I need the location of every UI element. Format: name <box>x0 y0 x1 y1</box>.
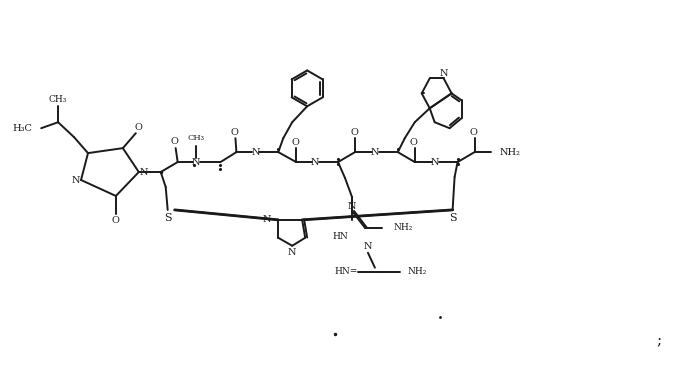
Text: N: N <box>348 203 356 211</box>
Text: O: O <box>410 138 417 147</box>
Text: N: N <box>439 69 448 78</box>
Text: N: N <box>251 147 260 157</box>
Text: O: O <box>135 123 142 132</box>
Text: O: O <box>470 128 477 137</box>
Text: N: N <box>72 176 80 185</box>
Text: NH₂: NH₂ <box>408 267 427 276</box>
Text: N: N <box>364 242 372 251</box>
Text: O: O <box>230 128 239 137</box>
Text: ;: ; <box>656 334 662 349</box>
Text: N: N <box>262 215 272 224</box>
Text: HN=: HN= <box>335 267 358 276</box>
Text: O: O <box>112 216 120 225</box>
Text: S: S <box>449 213 456 223</box>
Text: CH₃: CH₃ <box>49 95 67 104</box>
Text: O: O <box>171 137 179 146</box>
Text: NH₂: NH₂ <box>500 147 520 157</box>
Text: N: N <box>191 158 200 166</box>
Text: N: N <box>371 147 379 157</box>
Text: S: S <box>164 213 172 223</box>
Text: N: N <box>311 158 320 166</box>
Text: H₃C: H₃C <box>13 124 32 133</box>
Text: N: N <box>431 158 439 166</box>
Text: N: N <box>140 168 148 177</box>
Text: CH₃: CH₃ <box>187 134 204 142</box>
Text: O: O <box>350 128 358 137</box>
Text: O: O <box>291 138 299 147</box>
Text: HN: HN <box>332 232 348 241</box>
Text: N: N <box>288 248 297 257</box>
Text: NH₂: NH₂ <box>394 223 413 233</box>
